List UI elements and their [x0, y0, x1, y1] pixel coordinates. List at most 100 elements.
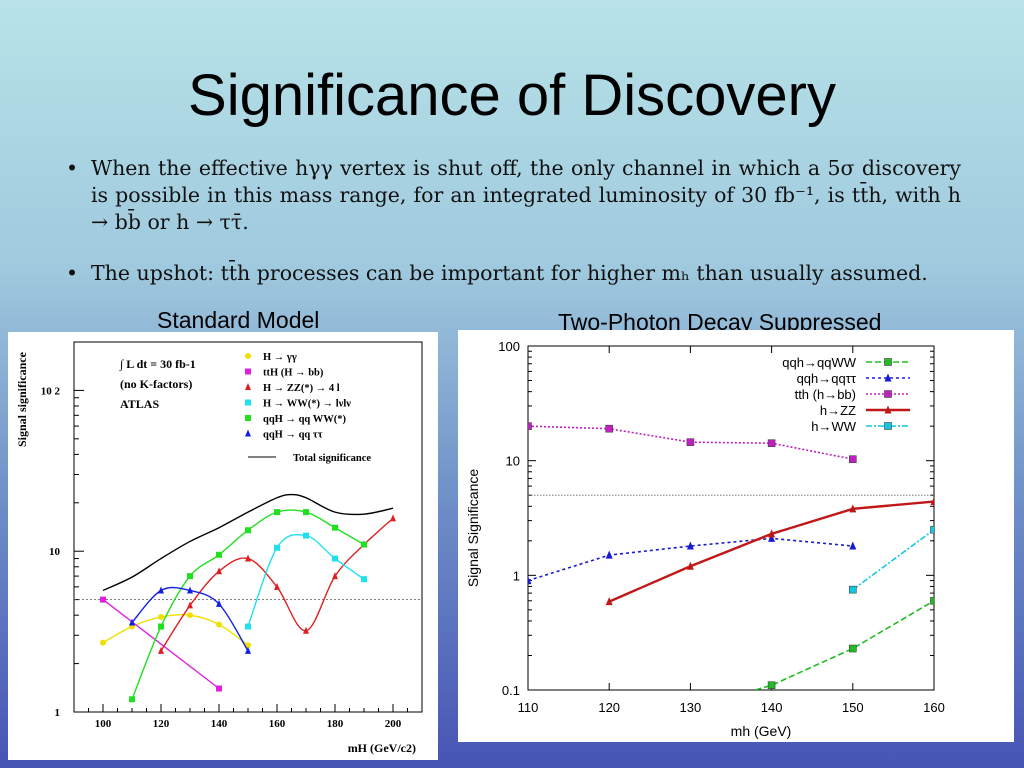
series-h- — [100, 612, 251, 649]
data-point — [158, 646, 164, 654]
legend-marker — [884, 358, 892, 366]
data-point — [245, 623, 251, 630]
series-h-zz — [605, 497, 934, 606]
y-tick-label: 10 — [506, 454, 520, 469]
legend-marker — [884, 373, 892, 382]
legend-marker — [884, 405, 892, 414]
legend-entry: Total significance — [293, 453, 371, 464]
data-point — [767, 681, 776, 690]
x-tick-label: 200 — [385, 718, 402, 730]
data-point — [848, 644, 857, 653]
data-point — [245, 642, 251, 649]
data-point — [767, 439, 776, 448]
data-point — [187, 612, 193, 619]
legend: H → γγ ttH (H → bb) H → ZZ(*) → 4 l H → WW(… — [245, 352, 371, 464]
data-point — [686, 541, 694, 550]
x-tick-label: 120 — [598, 700, 620, 715]
legend-entry: qqH → qq ττ — [263, 430, 323, 441]
data-point — [129, 696, 135, 703]
bullet-dot: • — [66, 261, 79, 285]
series-line — [852, 529, 934, 591]
legend-entry: qqh→qqWW — [782, 355, 856, 370]
bullet-dot: • — [66, 156, 79, 180]
legend-marker — [245, 383, 251, 390]
data-point — [849, 541, 857, 550]
data-point — [768, 533, 776, 542]
x-tick-label: 150 — [842, 700, 864, 715]
data-point — [216, 551, 222, 558]
data-point — [361, 541, 367, 548]
x-tick-label: 110 — [518, 700, 539, 715]
x-tick-label: 130 — [680, 700, 702, 715]
data-point — [930, 525, 934, 534]
data-point — [274, 544, 280, 551]
series-h-zz-4-l — [158, 514, 396, 654]
legend-entry: H → WW(*) → lνlν — [263, 399, 351, 410]
y-axis-label: Signal Significance — [465, 469, 481, 588]
info-text: (no K-factors) — [120, 377, 192, 391]
legend-marker — [245, 353, 251, 359]
slide-title: Significance of Discovery — [188, 63, 836, 128]
x-axis-label: mH (GeV/c2) — [348, 741, 416, 755]
series-qqh-qq- — [129, 586, 251, 654]
series-line — [528, 537, 853, 582]
legend-entry: H → γγ — [263, 352, 297, 363]
y-axis-label: Signal significance — [15, 351, 29, 447]
data-point — [100, 639, 106, 646]
data-point — [274, 509, 280, 516]
legend-marker — [245, 399, 251, 406]
y-tick-label: 0.1 — [502, 683, 520, 698]
data-point — [245, 527, 251, 534]
data-point — [216, 685, 222, 692]
series-h-ww-l-l- — [245, 532, 367, 630]
series-line — [131, 509, 365, 700]
data-point — [216, 599, 222, 607]
data-point — [605, 550, 613, 559]
data-point — [303, 626, 309, 634]
x-tick-label: 160 — [269, 718, 286, 730]
legend-entry: H → ZZ(*) → 4 l — [263, 383, 340, 394]
data-point — [187, 573, 193, 580]
data-point — [528, 576, 532, 585]
series-h-ww — [848, 525, 934, 594]
series-line — [102, 613, 249, 646]
data-point — [390, 514, 396, 522]
y-tick-label: 10 — [49, 546, 61, 558]
data-point — [332, 555, 338, 562]
legend-entry: tth (h→bb) — [795, 387, 856, 402]
bullet-text: When the effective hγγ vertex is shut of… — [91, 156, 961, 234]
legend-marker — [245, 415, 251, 421]
series-total-significance — [102, 493, 394, 592]
series-tth-h-bb- — [528, 422, 857, 463]
legend-marker — [245, 429, 251, 437]
data-point — [848, 585, 857, 594]
data-point — [216, 567, 222, 575]
series-line — [247, 533, 365, 627]
series-line — [608, 500, 934, 603]
data-point — [605, 597, 613, 606]
x-tick-label: 100 — [95, 718, 112, 730]
series-line — [102, 493, 394, 592]
series-line — [755, 600, 934, 690]
legend-marker — [884, 390, 892, 398]
data-point — [274, 582, 280, 590]
x-tick-label: 120 — [153, 718, 170, 730]
legend-entry: h→WW — [811, 419, 857, 434]
data-point — [686, 561, 694, 570]
info-text: ATLAS — [120, 397, 159, 411]
data-point — [187, 601, 193, 609]
x-tick-label: 140 — [761, 700, 783, 715]
left-chart-caption: Standard Model — [157, 307, 320, 333]
data-point — [303, 532, 309, 539]
series-qqh-qqww — [755, 596, 934, 690]
plot-frame — [527, 345, 935, 691]
x-tick-label: 140 — [211, 718, 228, 730]
data-point — [332, 572, 338, 580]
bullet-text: The upshot: tt̄h processes can be import… — [91, 261, 928, 285]
y-tick-label: 10 2 — [41, 385, 61, 397]
data-point — [930, 497, 934, 506]
bullet-item: • When the effective hγγ vertex is shut … — [66, 155, 966, 239]
data-point — [361, 576, 367, 583]
data-point — [303, 509, 309, 516]
